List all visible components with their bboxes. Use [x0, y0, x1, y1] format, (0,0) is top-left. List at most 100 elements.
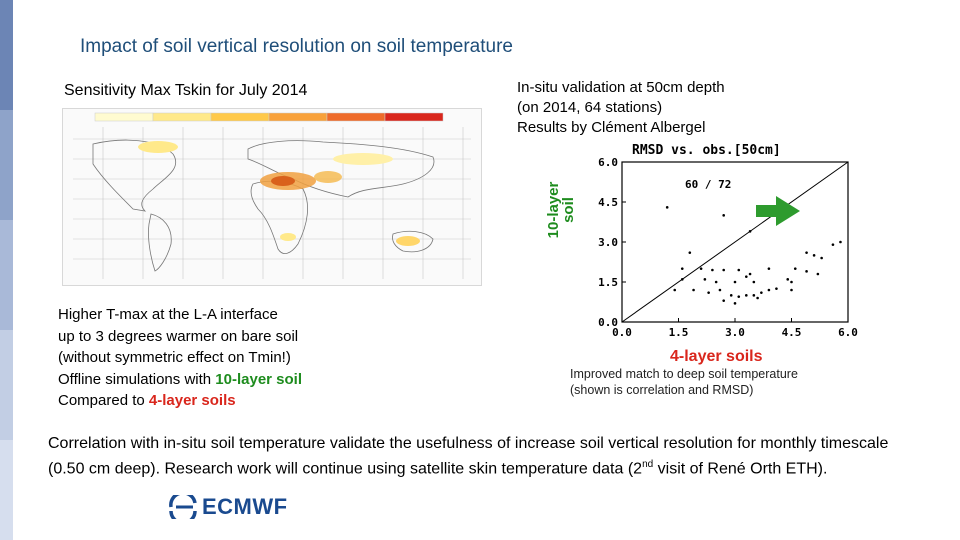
findings-notes: Higher T-max at the L-A interface up to …	[58, 304, 302, 412]
scatter-point-6	[812, 254, 816, 257]
conclusion-text: Correlation with in-situ soil temperatur…	[48, 433, 928, 479]
scatter-point-0	[665, 206, 669, 209]
scatter-ylabel: 10-layer soil	[545, 181, 577, 238]
scale-bin-4	[268, 112, 328, 122]
scatter-point-22	[703, 278, 707, 281]
left-band-3	[0, 220, 13, 330]
slide-title: Impact of soil vertical resolution on so…	[80, 36, 513, 57]
left-band-2	[0, 110, 13, 220]
x-tick-label-0: 0.0	[612, 326, 632, 339]
arabia-hotspot	[314, 171, 342, 183]
ecmwf-logo-icon	[169, 495, 197, 519]
note-line-3: (without symmetric effect on Tmin!)	[58, 349, 291, 366]
scatter-point-33	[745, 294, 748, 297]
y-tick-label-4: 6.0	[598, 156, 618, 169]
sahara-core	[271, 176, 295, 186]
x-tick-label-4: 6.0	[838, 326, 858, 339]
scatter-point-19	[786, 278, 790, 281]
scatter-point-21	[680, 278, 684, 281]
scale-bin-1	[94, 112, 154, 122]
left-band-5	[0, 440, 13, 540]
insitu-line-2: (on 2014, 64 stations)	[517, 99, 663, 116]
scatter-point-15	[767, 267, 771, 270]
australia-warm	[396, 236, 420, 246]
scatter-point-26	[752, 280, 756, 284]
y-tick-label-2: 3.0	[598, 236, 618, 249]
scatter-point-2	[748, 230, 752, 233]
improved-caption: Improved match to deep soil temperature …	[570, 366, 798, 398]
scatter-point-24	[733, 280, 737, 284]
insitu-line-3: Results by Clément Albergel	[517, 119, 706, 136]
scatter-point-9	[680, 267, 684, 270]
scatter-point-10	[699, 267, 703, 270]
scatter-point-27	[673, 288, 677, 292]
insitu-line-1: In-situ validation at 50cm depth	[517, 79, 725, 96]
scatter-point-3	[839, 240, 842, 244]
scatter-point-18	[816, 272, 820, 276]
scatter-point-13	[737, 268, 741, 272]
scatter-point-7	[820, 256, 823, 260]
plot-area: 0.0 1.5 3.0 4.5 6.0 0.0 1.5 3.0 4.5 6.0	[598, 156, 858, 339]
improved-line-2: (shown is correlation and RMSD)	[570, 383, 754, 397]
scale-bin-6	[384, 112, 444, 122]
scatter-xlabel: 4-layer soils	[670, 348, 763, 365]
insitu-description: In-situ validation at 50cm depth (on 201…	[517, 78, 725, 138]
rmsd-scatter-chart: RMSD vs. obs.[50cm] 60 / 72 0.0 1.5 3.0 4.5…	[598, 143, 858, 339]
scatter-point-35	[760, 291, 763, 294]
chart-title: RMSD vs. obs.[50cm]	[632, 143, 781, 158]
scatter-point-36	[767, 288, 771, 292]
scatter-point-34	[752, 294, 756, 297]
left-band-4	[0, 330, 13, 440]
logo-text: ECMWF	[202, 494, 288, 519]
scatter-point-41	[790, 288, 793, 292]
scatter-point-30	[718, 288, 722, 292]
scale-bin-5	[326, 112, 386, 122]
world-map-graphic	[73, 112, 471, 279]
scatter-point-32	[737, 295, 741, 298]
note-line-4: Offline simulations with 10-layer soil	[58, 369, 302, 391]
left-band-1	[0, 0, 13, 110]
scatter-point-1	[722, 214, 725, 217]
scatter-point-4	[831, 243, 835, 246]
x-tick-label-2: 3.0	[725, 326, 745, 339]
scatter-point-17	[805, 270, 808, 273]
south-africa-warm	[280, 233, 296, 241]
scatter-point-25	[745, 275, 748, 278]
scatter-point-38	[733, 302, 737, 305]
scatter-point-16	[793, 267, 797, 270]
map-grid	[73, 127, 471, 279]
conclusion-part-2: visit of René Orth ETH).	[653, 460, 828, 478]
note-line-2: up to 3 degrees warmer on bare soil	[58, 327, 299, 345]
scale-bin-2	[152, 112, 212, 122]
scatter-point-20	[790, 280, 793, 284]
conclusion-part-1: Correlation with in-situ soil temperatur…	[48, 435, 889, 478]
note-line-1: Higher T-max at the L-A interface	[58, 306, 278, 323]
ecmwf-logo: ECMWF	[168, 494, 288, 520]
ylabel-line-1: 10-layer	[545, 181, 562, 238]
asia-warm	[333, 153, 393, 165]
chart-annotation: 60 / 72	[685, 178, 731, 191]
scatter-point-40	[722, 299, 725, 302]
sensitivity-world-map	[62, 108, 482, 286]
note-line-4-prefix: Offline simulations with	[58, 370, 216, 388]
scatter-point-12	[722, 268, 725, 272]
scale-bin-3	[210, 112, 270, 122]
scatter-point-31	[729, 294, 733, 297]
scatter-point-29	[707, 291, 710, 294]
scatter-point-28	[692, 288, 695, 292]
north-america-warm	[138, 141, 178, 153]
scatter-point-14	[748, 272, 752, 276]
ylabel-line-2: soil	[560, 197, 577, 223]
scatter-point-5	[805, 251, 808, 254]
scatter-point-8	[688, 251, 692, 254]
highlight-10-layer: 10-layer soil	[215, 370, 303, 388]
highlight-4-layer: 4-layer soils	[148, 392, 236, 409]
scatter-point-11	[711, 268, 714, 272]
scatter-point-37	[775, 287, 778, 290]
note-line-5: Compared to 4-layer soils	[58, 390, 302, 412]
scatter-point-39	[756, 296, 759, 300]
map-title: Sensitivity Max Tskin for July 2014	[64, 82, 308, 99]
y-tick-label-1: 1.5	[598, 276, 618, 289]
scatter-point-23	[714, 280, 718, 284]
improved-line-1: Improved match to deep soil temperature	[570, 367, 798, 381]
